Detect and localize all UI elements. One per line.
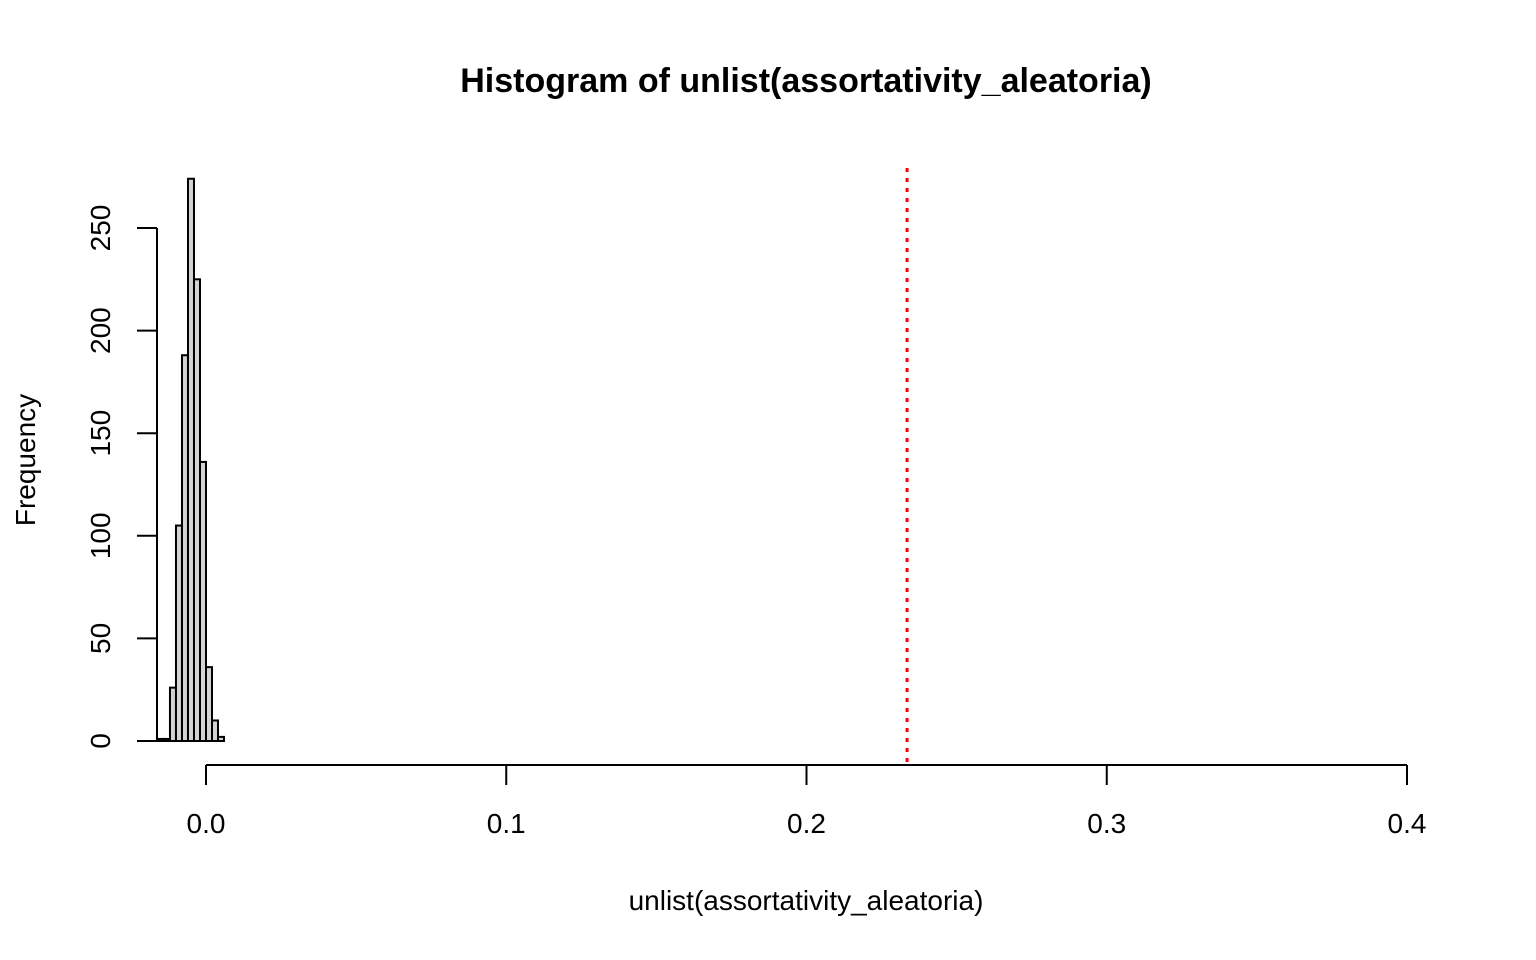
x-tick-label-2: 0.2 xyxy=(787,808,826,839)
histogram-bar-10 xyxy=(217,735,226,742)
x-axis-label: unlist(assortativity_aleatoria) xyxy=(629,885,984,916)
y-tick-label-0: 0 xyxy=(85,733,116,749)
x-tick-label-3: 0.3 xyxy=(1087,808,1126,839)
x-tick-label-4: 0.4 xyxy=(1388,808,1427,839)
y-tick-label-5: 250 xyxy=(85,205,116,252)
y-tick-label-2: 100 xyxy=(85,512,116,559)
y-tick-label-4: 200 xyxy=(85,307,116,354)
x-tick-label-0: 0.0 xyxy=(187,808,226,839)
y-tick-label-1: 50 xyxy=(85,623,116,654)
histogram-bar-9 xyxy=(211,719,220,742)
chart-title: Histogram of unlist(assortativity_aleato… xyxy=(460,62,1152,100)
y-axis: 0 50 100 150 200 250 xyxy=(85,205,158,749)
histogram-bars xyxy=(156,177,226,743)
histogram-bar-8 xyxy=(205,666,214,742)
y-axis-label: Frequency xyxy=(10,394,41,526)
y-tick-label-3: 150 xyxy=(85,410,116,457)
histogram-bar-7 xyxy=(198,460,207,742)
x-axis: 0.0 0.1 0.2 0.3 0.4 xyxy=(187,764,1427,839)
x-tick-label-1: 0.1 xyxy=(487,808,526,839)
